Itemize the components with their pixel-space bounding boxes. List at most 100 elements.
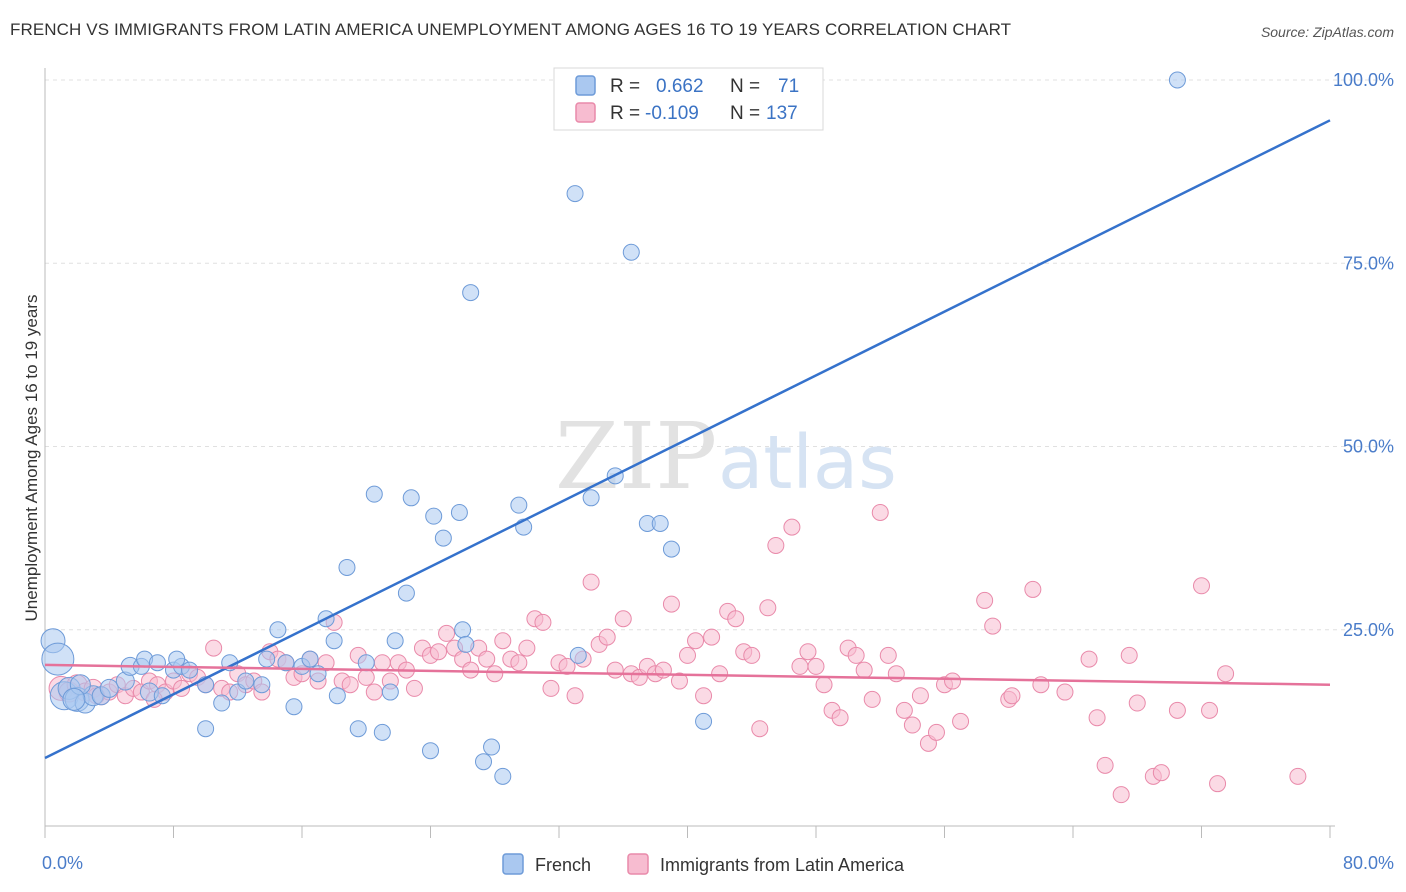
legend-box: R = 0.662 N = 71 R = -0.109 N = 137 bbox=[553, 67, 824, 131]
latin-america-point bbox=[871, 503, 889, 521]
french-point bbox=[357, 654, 375, 672]
latin-america-point bbox=[1217, 665, 1235, 683]
french-point bbox=[483, 738, 501, 756]
y-tick-label: 50.0% bbox=[1343, 437, 1394, 457]
legend-r-value-latin-america: -0.109 bbox=[645, 103, 699, 124]
trend-lines bbox=[44, 119, 1331, 760]
french-point bbox=[397, 584, 415, 602]
latin-america-point bbox=[944, 672, 962, 690]
latin-america-point bbox=[566, 687, 584, 705]
latin-america-point bbox=[373, 654, 391, 672]
latin-america-point bbox=[558, 657, 576, 675]
latin-america-point bbox=[695, 687, 713, 705]
french-point bbox=[695, 712, 713, 730]
latin-america-point bbox=[679, 646, 696, 664]
latin-america-point bbox=[1120, 646, 1138, 664]
legend-n-value-latin-america: 137 bbox=[766, 103, 798, 124]
latin-america-point bbox=[1168, 701, 1186, 719]
french-point bbox=[402, 489, 420, 507]
french-point bbox=[62, 687, 86, 711]
latin-america-trend-line bbox=[44, 663, 1331, 686]
latin-america-point bbox=[614, 610, 632, 628]
latin-america-point bbox=[879, 646, 897, 664]
latin-america-point bbox=[1201, 701, 1219, 719]
french-point bbox=[566, 185, 584, 203]
french-point bbox=[569, 646, 587, 664]
x-tick-label: 80.0% bbox=[1343, 853, 1394, 873]
french-point bbox=[301, 650, 319, 668]
chart-title: FRENCH VS IMMIGRANTS FROM LATIN AMERICA … bbox=[10, 20, 1012, 39]
legend-r-label: R = bbox=[610, 103, 640, 124]
latin-america-point bbox=[927, 723, 945, 741]
latin-america-point bbox=[486, 665, 504, 683]
latin-america-point bbox=[430, 643, 448, 661]
legend-n-label: N = bbox=[730, 103, 760, 124]
french-trend-line bbox=[44, 119, 1331, 760]
latin-america-point bbox=[598, 628, 616, 646]
x-tick-labels: 0.0% 80.0% bbox=[42, 853, 1394, 873]
latin-america-point bbox=[767, 536, 785, 554]
bottom-legend-swatch-french bbox=[502, 853, 524, 875]
french-point bbox=[622, 243, 640, 261]
latin-america-point bbox=[727, 610, 745, 628]
latin-america-point bbox=[510, 654, 528, 672]
french-point bbox=[1168, 71, 1186, 89]
latin-america-point bbox=[365, 683, 383, 701]
french-point bbox=[662, 540, 680, 558]
latin-america-point bbox=[799, 643, 817, 661]
latin-america-point bbox=[518, 639, 536, 657]
french-point bbox=[213, 694, 231, 712]
latin-america-point bbox=[1112, 786, 1130, 804]
latin-america-point bbox=[703, 628, 721, 646]
french-point bbox=[99, 678, 119, 698]
french-point bbox=[510, 496, 528, 514]
latin-america-point bbox=[1003, 687, 1021, 705]
bottom-legend: French Immigrants from Latin America bbox=[502, 853, 905, 875]
french-point bbox=[457, 635, 475, 653]
latin-america-point bbox=[743, 646, 761, 664]
french-point bbox=[277, 654, 295, 672]
latin-america-point bbox=[831, 709, 849, 727]
latin-america-point bbox=[911, 687, 929, 705]
latin-america-point bbox=[582, 573, 600, 591]
latin-america-point bbox=[1056, 683, 1074, 701]
french-point bbox=[454, 621, 472, 639]
y-tick-label: 75.0% bbox=[1343, 253, 1394, 273]
latin-america-point bbox=[341, 676, 359, 694]
legend-n-label: N = bbox=[730, 76, 760, 97]
french-point bbox=[41, 642, 75, 676]
y-axis-label: Unemployment Among Ages 16 to 19 years bbox=[22, 295, 41, 622]
latin-america-point bbox=[478, 650, 496, 668]
french-point bbox=[285, 698, 303, 716]
latin-america-point bbox=[1289, 767, 1307, 785]
french-point bbox=[651, 514, 669, 532]
latin-america-point bbox=[542, 679, 560, 697]
bottom-legend-label-french: French bbox=[535, 855, 591, 875]
french-point bbox=[237, 672, 255, 690]
latin-america-point bbox=[976, 591, 994, 609]
french-point bbox=[365, 485, 383, 503]
watermark-atlas: atlas bbox=[718, 420, 897, 506]
french-point bbox=[381, 683, 399, 701]
latin-america-point bbox=[1193, 577, 1210, 595]
latin-america-point bbox=[205, 639, 223, 657]
french-point bbox=[258, 650, 276, 668]
latin-america-point bbox=[1080, 650, 1098, 668]
french-point bbox=[181, 661, 199, 679]
bottom-legend-swatch-latin-america bbox=[627, 853, 649, 875]
legend-n-value-french: 71 bbox=[778, 76, 799, 97]
latin-america-point bbox=[783, 518, 801, 536]
french-point bbox=[325, 632, 343, 650]
latin-america-point bbox=[670, 672, 688, 690]
legend-swatch-latin-america bbox=[575, 102, 596, 123]
french-point bbox=[269, 621, 287, 639]
latin-america-point bbox=[1024, 580, 1042, 598]
data-points bbox=[40, 71, 1307, 804]
french-point bbox=[197, 720, 215, 738]
latin-america-point bbox=[494, 632, 512, 650]
french-point bbox=[148, 654, 166, 672]
french-point bbox=[328, 687, 346, 705]
chart-source: Source: ZipAtlas.com bbox=[1260, 24, 1394, 40]
french-point bbox=[386, 632, 404, 650]
latin-america-point bbox=[807, 657, 825, 675]
